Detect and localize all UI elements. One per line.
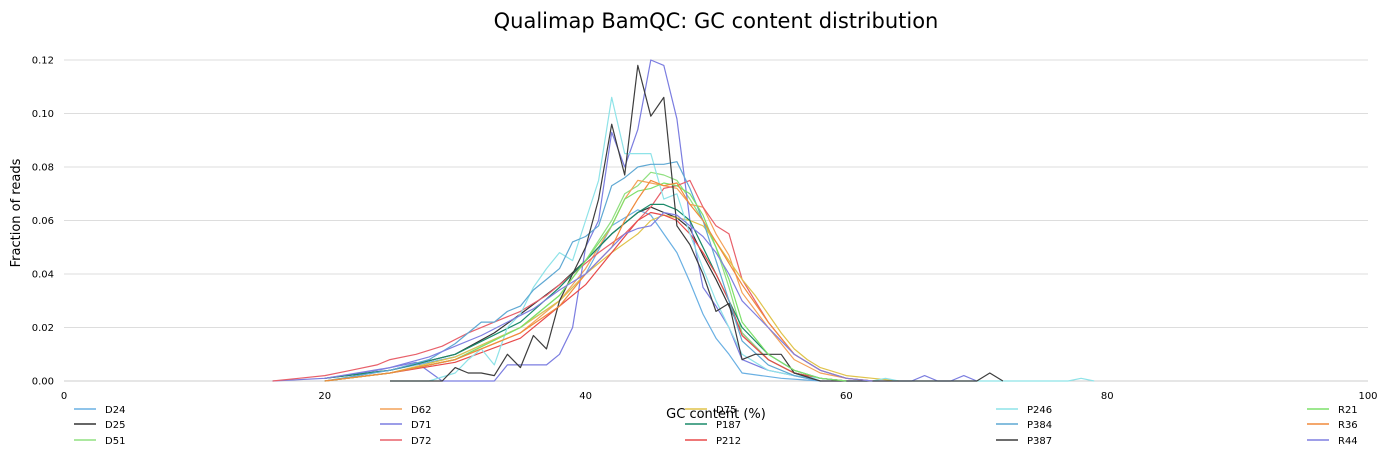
legend-item-d75[interactable]: D75 <box>685 405 736 416</box>
y-tick-label: 0.04 <box>32 270 54 281</box>
series-line-d75 <box>324 214 899 382</box>
legend-item-d62[interactable]: D62 <box>380 405 431 416</box>
x-tick-label: 100 <box>1358 391 1377 402</box>
y-tick-label: 0.06 <box>32 216 54 227</box>
legend-label: P387 <box>1027 436 1052 447</box>
y-tick-label: 0.10 <box>32 109 54 120</box>
legend-item-d24[interactable]: D24 <box>74 405 125 416</box>
legend-label: P187 <box>716 420 741 431</box>
legend-item-d51[interactable]: D51 <box>74 436 125 447</box>
y-tick-label: 0.12 <box>32 56 54 67</box>
series-line-p212 <box>324 211 847 382</box>
legend: D24 D25 D51 D62 D71 D72 D75 P187 P212 P246 P384 P38… <box>74 405 1358 447</box>
legend-item-p387[interactable]: P387 <box>996 436 1052 447</box>
legend-item-r44[interactable]: R44 <box>1307 436 1358 447</box>
legend-item-r36[interactable]: R36 <box>1307 420 1358 431</box>
legend-label: D24 <box>105 405 125 416</box>
legend-label: R44 <box>1338 436 1358 447</box>
y-tick-label: 0.00 <box>32 377 54 388</box>
legend-label: P246 <box>1027 405 1052 416</box>
y-tick-label: 0.02 <box>32 323 54 334</box>
legend-label: D72 <box>411 436 431 447</box>
y-tick-label: 0.08 <box>32 163 54 174</box>
legend-item-r21[interactable]: R21 <box>1307 405 1358 416</box>
legend-item-p187[interactable]: P187 <box>685 420 741 431</box>
x-tick-label: 60 <box>840 391 853 402</box>
x-tick-label: 0 <box>61 391 67 402</box>
legend-item-d25[interactable]: D25 <box>74 420 125 431</box>
series-line-r21 <box>324 182 847 382</box>
x-tick-label: 40 <box>579 391 592 402</box>
legend-label: R21 <box>1338 405 1358 416</box>
legend-item-p246[interactable]: P246 <box>996 405 1052 416</box>
series-line-p384 <box>324 161 821 382</box>
legend-label: R36 <box>1338 420 1358 431</box>
chart-title: Qualimap BamQC: GC content distribution <box>494 9 939 33</box>
legend-label: D51 <box>105 436 125 447</box>
x-axis-label: GC content (%) <box>666 407 766 422</box>
legend-item-d71[interactable]: D71 <box>380 420 431 431</box>
series-line-d51 <box>324 171 847 382</box>
x-tick-label: 80 <box>1101 391 1114 402</box>
legend-label: P384 <box>1027 420 1052 431</box>
grid-lines <box>64 59 1368 382</box>
series-line-d72 <box>272 179 873 382</box>
y-axis-label: Fraction of reads <box>9 158 24 267</box>
series-line-r36 <box>324 179 873 382</box>
legend-item-d72[interactable]: D72 <box>380 436 431 447</box>
series-lines <box>272 59 1095 382</box>
series-line-p387 <box>390 64 1004 382</box>
legend-label: D75 <box>716 405 736 416</box>
legend-label: P212 <box>716 436 741 447</box>
legend-label: D71 <box>411 420 431 431</box>
legend-label: D25 <box>105 420 125 431</box>
legend-item-p212[interactable]: P212 <box>685 436 741 447</box>
legend-label: D62 <box>411 405 431 416</box>
series-line-r44 <box>324 211 873 382</box>
x-tick-label: 20 <box>318 391 331 402</box>
legend-item-p384[interactable]: P384 <box>996 420 1052 431</box>
